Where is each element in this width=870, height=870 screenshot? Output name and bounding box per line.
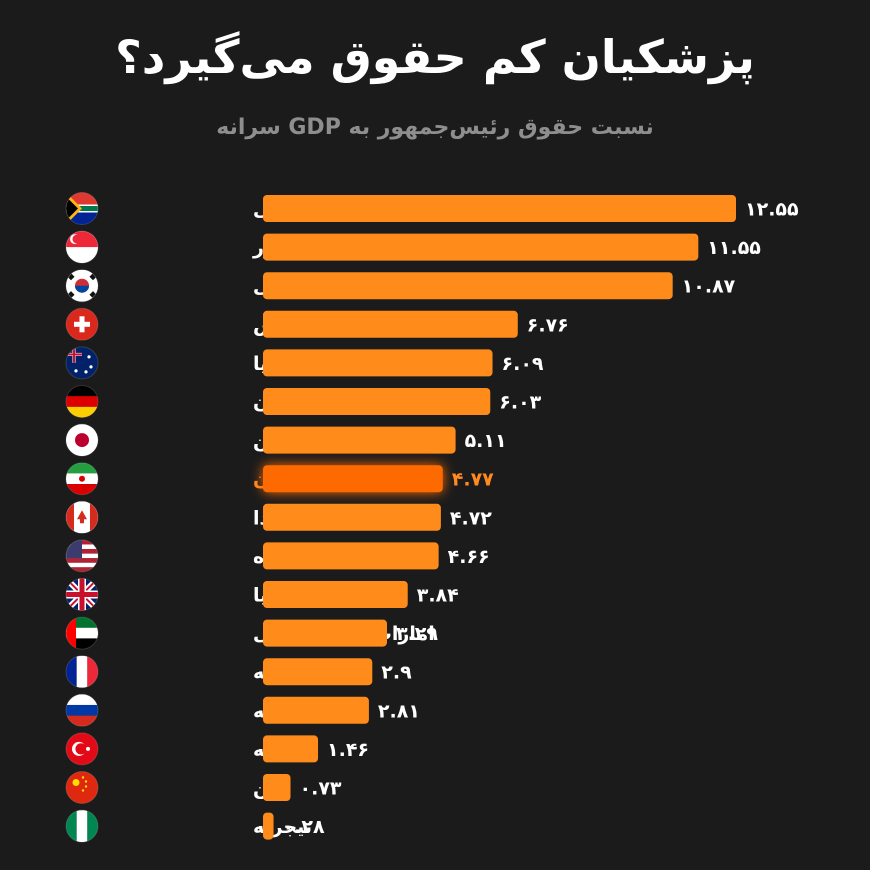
bar-row: چین۰.۷۳ — [65, 771, 342, 804]
bar-row: کانادا۴.۷۲ — [65, 500, 492, 534]
bar — [263, 310, 518, 338]
bar-row: بریتانیا۳.۸۴ — [65, 578, 459, 611]
bar-row: کره جنوبی۱۰.۸۷ — [65, 269, 736, 303]
bar — [263, 426, 456, 454]
value-label: ۱۰.۸۷ — [682, 276, 736, 298]
bar-row: استرالیا۶.۰۹ — [65, 346, 544, 380]
bar-row: ژاپن۵.۱۱ — [65, 423, 507, 457]
bar — [263, 503, 441, 531]
value-label: ۲.۹ — [381, 662, 412, 684]
bar — [263, 735, 319, 763]
bar — [263, 774, 291, 801]
bar — [263, 658, 373, 686]
bar — [263, 272, 673, 300]
iran-flag-icon — [65, 462, 99, 496]
value-label: ۴.۷۲ — [450, 507, 492, 529]
value-label: ۶.۰۳ — [499, 392, 541, 414]
bar — [263, 812, 274, 840]
bar — [263, 349, 493, 377]
uae-flag-icon — [65, 616, 99, 650]
value-label: ۱.۴۶ — [327, 739, 369, 761]
chart-subtitle: نسبت حقوق رئیس‌جمهور به GDP سرانه — [216, 115, 654, 140]
bar-row: ایالات متحده۴.۶۶ — [65, 539, 490, 573]
bar-row: امارات متحده عربی۳.۲۹ — [65, 616, 438, 650]
value-label: ۰.۲۸ — [283, 816, 325, 838]
switzerland-flag-icon — [65, 307, 99, 341]
bar-row: سوئیس۶.۷۶ — [65, 307, 569, 341]
germany-flag-icon — [65, 385, 99, 418]
value-label: ۲.۸۱ — [378, 700, 420, 722]
france-flag-icon — [65, 655, 99, 689]
nigeria-flag-icon — [65, 809, 99, 843]
usa-flag-icon — [65, 539, 99, 573]
bar-row: سنگاپور۱۱.۵۵ — [65, 230, 761, 264]
value-label: ۶.۷۶ — [527, 314, 569, 336]
bar — [263, 696, 369, 724]
value-label: ۱۲.۵۵ — [745, 199, 799, 221]
bar — [263, 619, 387, 647]
value-label: ۴.۶۶ — [448, 546, 490, 568]
chart-title: پزشکیان کم حقوق می‌گیرد؟ — [115, 30, 755, 84]
bar — [263, 542, 439, 570]
bar — [263, 195, 736, 222]
russia-flag-icon — [65, 693, 99, 727]
japan-flag-icon — [65, 423, 99, 457]
bar-row: روسیه۲.۸۱ — [65, 693, 420, 727]
value-label: ۰.۷۳ — [300, 778, 342, 800]
bar-row: ترکیه۱.۴۶ — [65, 732, 369, 766]
turkey-flag-icon — [65, 732, 99, 766]
south-africa-flag-icon — [65, 192, 99, 225]
bar-row: فرانسه۲.۹ — [65, 655, 412, 689]
bar-row: آلمان۶.۰۳ — [65, 385, 542, 418]
singapore-flag-icon — [65, 230, 99, 264]
value-label: ۱۱.۵۵ — [707, 237, 761, 259]
bar — [263, 233, 699, 261]
bar — [263, 388, 491, 415]
value-label: ۳.۸۴ — [417, 585, 459, 607]
bar — [263, 581, 408, 608]
value-label: ۵.۱۱ — [465, 430, 507, 452]
china-flag-icon — [65, 771, 99, 804]
canada-flag-icon — [65, 500, 99, 534]
value-label: ۳.۲۹ — [396, 623, 438, 645]
bar-row: آفریقای جنوبی۱۲.۵۵ — [65, 192, 799, 225]
value-label: ۴.۷۷ — [452, 469, 494, 491]
value-label: ۶.۰۹ — [502, 353, 544, 375]
bar — [263, 465, 443, 493]
australia-flag-icon — [65, 346, 99, 380]
bar-row: ایران۴.۷۷ — [65, 462, 494, 496]
uk-flag-icon — [65, 578, 99, 611]
south-korea-flag-icon — [65, 269, 99, 303]
